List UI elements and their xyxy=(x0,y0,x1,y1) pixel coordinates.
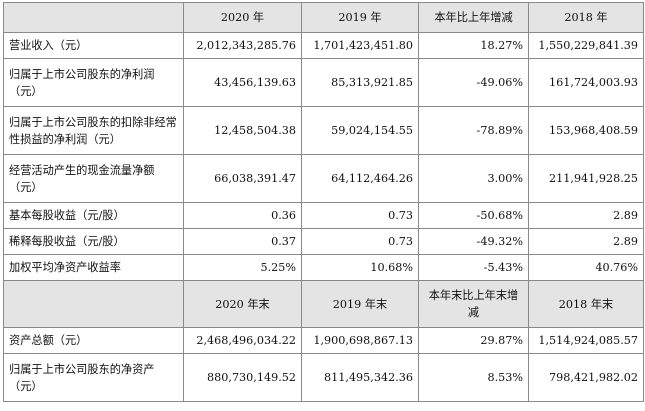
table-row: 归属于上市公司股东的扣除非经常性损益的净利润（元） 12,458,504.38 … xyxy=(3,106,644,155)
value-2019: 85,313,921.85 xyxy=(301,58,419,107)
row-label: 归属于上市公司股东的扣除非经常性损益的净利润（元） xyxy=(3,106,184,155)
value-2018: 161,724,003.93 xyxy=(528,58,644,107)
value-2019: 1,701,423,451.80 xyxy=(301,32,419,59)
value-2020: 880,730,149.52 xyxy=(183,353,302,402)
value-change: -49.32% xyxy=(418,228,529,255)
value-2018: 2.89 xyxy=(528,228,644,255)
header-cell-change-end: 本年末比上年末增减 xyxy=(418,280,529,328)
row-label: 资产总额（元） xyxy=(3,327,184,354)
value-2020: 43,456,139.63 xyxy=(183,58,302,107)
header-cell-change: 本年比上年增减 xyxy=(418,2,529,33)
value-2020: 0.36 xyxy=(183,202,302,229)
value-2019: 1,900,698,867.13 xyxy=(301,327,419,354)
header-cell-2018: 2018 年 xyxy=(528,2,644,33)
value-2019: 0.73 xyxy=(301,202,419,229)
table-row: 经营活动产生的现金流量净额（元） 66,038,391.47 64,112,46… xyxy=(3,154,644,203)
value-2018: 153,968,408.59 xyxy=(528,106,644,155)
value-2020: 2,468,496,034.22 xyxy=(183,327,302,354)
row-label: 基本每股收益（元/股） xyxy=(3,202,184,229)
value-2018: 1,550,229,841.39 xyxy=(528,32,644,59)
row-label: 归属于上市公司股东的净资产（元） xyxy=(3,353,184,402)
value-change: -78.89% xyxy=(418,106,529,155)
value-2018: 798,421,982.02 xyxy=(528,353,644,402)
table-row: 加权平均净资产收益率 5.25% 10.68% -5.43% 40.76% xyxy=(3,254,644,281)
header-row-annual: 2020 年 2019 年 本年比上年增减 2018 年 xyxy=(3,2,644,33)
table-row: 基本每股收益（元/股） 0.36 0.73 -50.68% 2.89 xyxy=(3,202,644,229)
value-change: -49.06% xyxy=(418,58,529,107)
value-change: -5.43% xyxy=(418,254,529,281)
row-label: 营业收入（元） xyxy=(3,32,184,59)
header-cell-2020-end: 2020 年末 xyxy=(183,280,302,328)
header-cell-2020: 2020 年 xyxy=(183,2,302,33)
value-2019: 811,495,342.36 xyxy=(301,353,419,402)
value-change: 29.87% xyxy=(418,327,529,354)
value-change: 18.27% xyxy=(418,32,529,59)
header-cell-2019-end: 2019 年末 xyxy=(301,280,419,328)
value-2020: 5.25% xyxy=(183,254,302,281)
value-2020: 66,038,391.47 xyxy=(183,154,302,203)
header-row-year-end: 2020 年末 2019 年末 本年末比上年末增减 2018 年末 xyxy=(3,280,644,328)
header-cell-label xyxy=(3,280,184,328)
header-cell-label xyxy=(3,2,184,33)
row-label: 经营活动产生的现金流量净额（元） xyxy=(3,154,184,203)
value-2019: 10.68% xyxy=(301,254,419,281)
value-change: 8.53% xyxy=(418,353,529,402)
value-change: 3.00% xyxy=(418,154,529,203)
value-2018: 211,941,928.25 xyxy=(528,154,644,203)
value-2018: 40.76% xyxy=(528,254,644,281)
table-row: 归属于上市公司股东的净利润（元） 43,456,139.63 85,313,92… xyxy=(3,58,644,107)
value-2020: 2,012,343,285.76 xyxy=(183,32,302,59)
table-row: 资产总额（元） 2,468,496,034.22 1,900,698,867.1… xyxy=(3,327,644,354)
value-2020: 0.37 xyxy=(183,228,302,255)
value-2018: 2.89 xyxy=(528,202,644,229)
table-row: 稀释每股收益（元/股） 0.37 0.73 -49.32% 2.89 xyxy=(3,228,644,255)
value-2018: 1,514,924,085.57 xyxy=(528,327,644,354)
financial-summary-table: 2020 年 2019 年 本年比上年增减 2018 年 营业收入（元） 2,0… xyxy=(3,2,644,402)
value-2019: 0.73 xyxy=(301,228,419,255)
header-cell-2019: 2019 年 xyxy=(301,2,419,33)
value-2019: 64,112,464.26 xyxy=(301,154,419,203)
table-row: 归属于上市公司股东的净资产（元） 880,730,149.52 811,495,… xyxy=(3,353,644,402)
value-change: -50.68% xyxy=(418,202,529,229)
row-label: 加权平均净资产收益率 xyxy=(3,254,184,281)
header-cell-2018-end: 2018 年末 xyxy=(528,280,644,328)
table-row: 营业收入（元） 2,012,343,285.76 1,701,423,451.8… xyxy=(3,32,644,59)
value-2020: 12,458,504.38 xyxy=(183,106,302,155)
row-label: 稀释每股收益（元/股） xyxy=(3,228,184,255)
row-label: 归属于上市公司股东的净利润（元） xyxy=(3,58,184,107)
value-2019: 59,024,154.55 xyxy=(301,106,419,155)
